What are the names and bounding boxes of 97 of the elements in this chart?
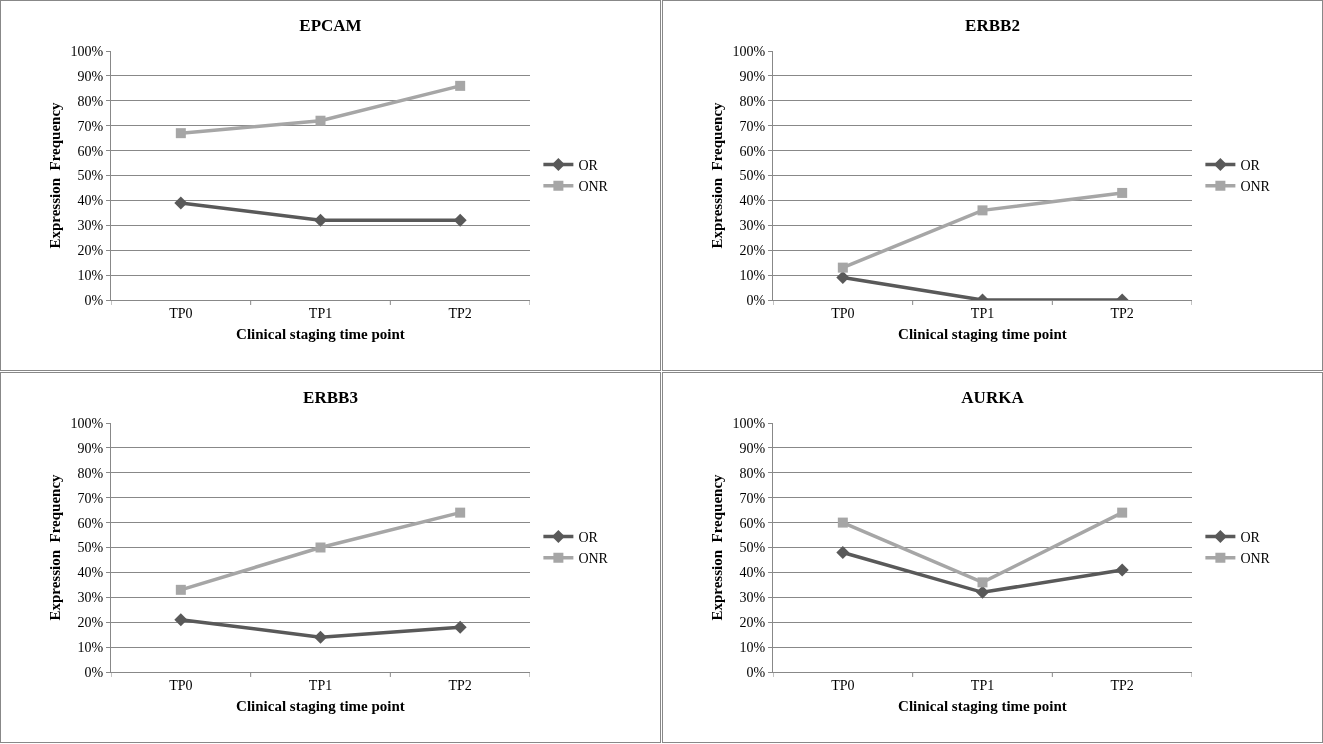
point xyxy=(314,630,327,644)
x-tick-label: TP1 xyxy=(308,677,333,693)
x-axis-title: Clinical staging time point xyxy=(236,325,405,342)
legend-label: OR xyxy=(578,530,599,546)
point xyxy=(175,128,186,139)
y-tick-label: 70% xyxy=(77,490,104,506)
x-axis-title: Clinical staging time point xyxy=(236,697,405,714)
point xyxy=(1117,507,1128,518)
x-tick-label: TP1 xyxy=(308,305,333,321)
x-tick-label: TP0 xyxy=(831,677,855,693)
y-tick-label: 50% xyxy=(739,540,766,556)
y-tick-label: 60% xyxy=(739,515,766,531)
point xyxy=(455,80,466,91)
point xyxy=(174,196,188,210)
y-tick-label: 50% xyxy=(77,168,104,184)
y-tick-label: 30% xyxy=(739,218,766,234)
point xyxy=(977,205,988,216)
legend-label: OR xyxy=(578,158,599,174)
y-tick-label: 80% xyxy=(77,93,104,109)
y-tick-label: 100% xyxy=(732,415,766,431)
y-tick-label: 10% xyxy=(739,268,766,283)
y-tick-label: 0% xyxy=(746,664,766,680)
y-tick-label: 80% xyxy=(739,93,766,109)
point xyxy=(175,584,186,595)
y-tick-label: 40% xyxy=(739,193,766,209)
y-tick-label: 90% xyxy=(739,440,766,456)
point xyxy=(455,507,466,518)
y-tick-label: 70% xyxy=(77,118,104,134)
y-tick-label: 60% xyxy=(739,143,766,159)
x-tick-label: TP2 xyxy=(1110,305,1134,321)
x-tick-label: TP0 xyxy=(831,305,855,321)
y-tick-label: 90% xyxy=(77,440,104,456)
x-tick-label: TP1 xyxy=(970,305,995,321)
point xyxy=(453,213,467,227)
y-tick-label: 60% xyxy=(77,515,104,531)
y-axis-title: Expression Frequency xyxy=(708,101,725,249)
point xyxy=(453,620,467,634)
x-tick-label: TP2 xyxy=(448,677,472,693)
y-tick-label: 80% xyxy=(77,465,104,481)
y-tick-label: 60% xyxy=(77,143,104,159)
y-tick-label: 10% xyxy=(739,640,766,655)
chart-title: ERBB2 xyxy=(965,16,1020,36)
chart-title: ERBB3 xyxy=(303,388,358,408)
y-tick-label: 100% xyxy=(70,43,104,59)
point xyxy=(1117,187,1128,198)
x-tick-label: TP1 xyxy=(970,677,995,693)
x-axis-title: Clinical staging time point xyxy=(898,325,1067,342)
y-tick-label: 70% xyxy=(739,118,766,134)
x-axis-title: Clinical staging time point xyxy=(898,697,1067,714)
x-tick-label: TP2 xyxy=(448,305,472,321)
chart-title: EPCAM xyxy=(299,16,362,36)
y-tick-label: 0% xyxy=(84,292,104,308)
legend-label: ONR xyxy=(1240,551,1271,567)
y-tick-label: 20% xyxy=(739,243,766,259)
x-tick-label: TP0 xyxy=(169,305,193,321)
y-tick-label: 90% xyxy=(739,68,766,84)
y-tick-label: 30% xyxy=(739,590,766,606)
legend-label: ONR xyxy=(578,179,609,195)
legend-label: ONR xyxy=(578,551,609,567)
y-tick-label: 80% xyxy=(739,465,766,481)
y-tick-label: 10% xyxy=(77,640,104,655)
point xyxy=(976,585,989,599)
y-tick-label: 50% xyxy=(77,540,104,556)
y-tick-label: 100% xyxy=(70,415,104,431)
point xyxy=(837,262,848,273)
legend-label: OR xyxy=(1240,530,1261,546)
y-axis-title: Expression Frequency xyxy=(708,473,725,621)
x-tick-label: TP2 xyxy=(1110,677,1134,693)
y-tick-label: 30% xyxy=(77,218,104,234)
y-tick-label: 0% xyxy=(84,664,104,680)
legend-label: ONR xyxy=(1240,179,1271,195)
y-tick-label: 90% xyxy=(77,68,104,84)
y-tick-label: 30% xyxy=(77,590,104,606)
y-tick-label: 20% xyxy=(739,615,766,631)
point xyxy=(837,517,848,528)
y-tick-label: 20% xyxy=(77,243,104,259)
point xyxy=(315,115,326,126)
chart-title: AURKA xyxy=(961,388,1025,408)
y-tick-label: 20% xyxy=(77,615,104,631)
y-tick-label: 100% xyxy=(732,43,766,59)
y-tick-label: 50% xyxy=(739,168,766,184)
y-axis-title: Expression Frequency xyxy=(46,101,63,249)
y-tick-label: 40% xyxy=(739,565,766,581)
y-tick-label: 10% xyxy=(77,268,104,283)
legend-label: OR xyxy=(1240,158,1261,174)
y-tick-label: 70% xyxy=(739,490,766,506)
y-tick-label: 0% xyxy=(746,292,766,308)
y-tick-label: 40% xyxy=(77,193,104,209)
point xyxy=(836,545,850,559)
point xyxy=(977,577,988,588)
point xyxy=(174,613,188,627)
y-axis-title: Expression Frequency xyxy=(46,473,63,621)
point xyxy=(314,213,327,227)
point xyxy=(315,542,326,553)
y-tick-label: 40% xyxy=(77,565,104,581)
x-tick-label: TP0 xyxy=(169,677,193,693)
point xyxy=(1115,563,1129,577)
